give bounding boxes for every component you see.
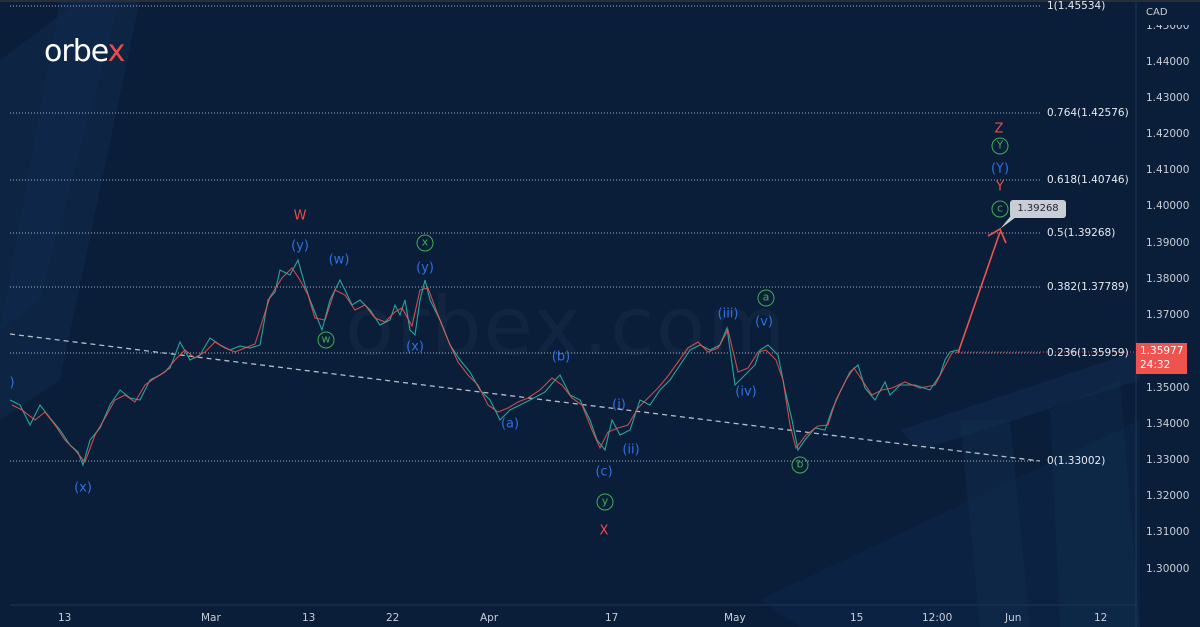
fib-label-1: 1(1.45534) <box>1047 0 1106 12</box>
x-tick: 13 <box>302 612 316 624</box>
wave-label-X: X <box>599 523 609 539</box>
wave-label-Z: Z <box>994 121 1004 137</box>
wave-label-x-blue: (x) <box>74 480 92 496</box>
x-tick: 22 <box>386 612 400 624</box>
y-tick: 1.40000 <box>1146 200 1190 212</box>
wave-label-Y-blue: (Y) <box>990 161 1010 177</box>
fib-label-0: 0(1.33002) <box>1047 455 1106 467</box>
fib-label-05: 0.5(1.39268) <box>1047 227 1116 239</box>
y-tick: 1.32000 <box>1146 490 1190 502</box>
wave-label-v: (v) <box>755 314 773 330</box>
x-tick: Jun <box>1005 612 1022 624</box>
top-border <box>0 0 1200 2</box>
wave-label-W: W <box>293 208 307 224</box>
wave-label-w-green: w <box>317 331 335 349</box>
wave-label-iv: (iv) <box>735 384 757 400</box>
y-tick: 1.43000 <box>1146 92 1190 104</box>
wave-label-x-blue-1: (x) <box>406 339 424 355</box>
wave-label-a-green: a <box>757 289 775 307</box>
wave-label-y-green: y <box>596 493 614 511</box>
x-tick: 12:00 <box>922 612 953 624</box>
fib-label-0764: 0.764(1.42576) <box>1047 107 1129 119</box>
wave-label-Y-red: Y <box>996 179 1004 195</box>
wave-label-iii: (iii) <box>717 306 739 322</box>
wave-label-ii: (ii) <box>622 442 640 458</box>
fib-label-0236: 0.236(1.35959) <box>1047 347 1129 359</box>
y-tick: 1.37000 <box>1146 309 1190 321</box>
target-callout: 1.39268 <box>1010 200 1066 218</box>
price-series <box>9 258 959 467</box>
wave-label-edge: ) <box>9 375 15 391</box>
x-tick: Apr <box>480 612 499 624</box>
fib-lines <box>10 5 1040 462</box>
logo-main: orbe <box>44 34 109 69</box>
forecast-arrow <box>957 227 1007 354</box>
bar-countdown: 24:32 <box>1140 359 1171 371</box>
wave-label-y-blue: (y) <box>291 238 309 254</box>
x-tick: May <box>724 612 746 624</box>
wave-label-b-blue: (b) <box>551 349 571 365</box>
x-tick: Mar <box>201 612 221 624</box>
wave-label-b-green: b <box>791 456 809 474</box>
y-tick: 1.35000 <box>1146 382 1190 394</box>
x-tick: 17 <box>605 612 619 624</box>
currency-label: CAD <box>1146 7 1168 18</box>
x-tick: 15 <box>850 612 864 624</box>
x-tick: 12 <box>1094 612 1108 624</box>
y-tick: 1.34000 <box>1146 418 1190 430</box>
logo-accent: x <box>107 34 126 69</box>
y-tick: 1.38000 <box>1146 273 1190 285</box>
wave-label-x-green: x <box>416 234 434 252</box>
y-tick: 1.39000 <box>1146 237 1190 249</box>
y-tick: 1.41000 <box>1146 164 1190 176</box>
y-tick: 1.42000 <box>1146 128 1190 140</box>
x-tick: 13 <box>58 612 72 624</box>
y-tick: 1.30000 <box>1146 563 1190 575</box>
last-price-tag: 1.35977 24:32 <box>1136 343 1187 374</box>
y-tick: 1.44000 <box>1146 56 1190 68</box>
y-tick: 1.31000 <box>1146 526 1190 538</box>
wave-label-w-blue: (w) <box>328 252 350 268</box>
y-tick: 1.33000 <box>1146 454 1190 466</box>
wave-label-y-blue-2: (y) <box>416 260 434 276</box>
fib-label-0618: 0.618(1.40746) <box>1047 174 1129 186</box>
wave-label-i: (i) <box>612 397 626 413</box>
wave-label-c-green: c <box>991 200 1009 218</box>
wave-label-a-blue: (a) <box>500 416 520 432</box>
fib-label-0382: 0.382(1.37789) <box>1047 281 1129 293</box>
wave-label-Y-green: Y <box>991 137 1009 155</box>
last-price-value: 1.35977 <box>1140 345 1184 357</box>
trendline <box>9 333 1041 462</box>
wave-label-c-blue: (c) <box>595 464 613 480</box>
orbex-logo: orbex <box>44 34 126 69</box>
y-tick: 1.45000 <box>1146 20 1190 32</box>
